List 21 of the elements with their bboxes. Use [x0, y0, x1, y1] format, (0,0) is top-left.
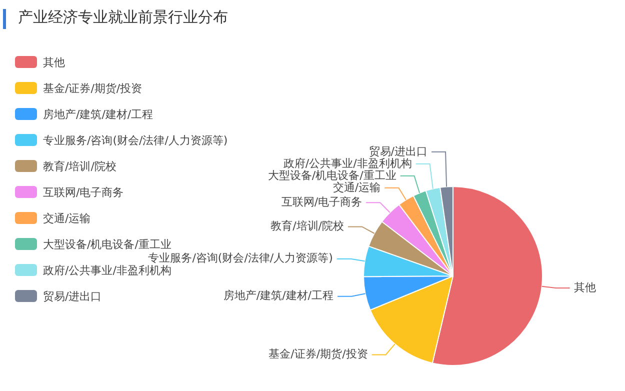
legend-label: 交通/运输: [43, 210, 91, 226]
legend-label: 基金/证券/期货/投资: [43, 80, 142, 96]
legend-label: 政府/公共事业/非盈利机构: [43, 263, 172, 278]
slice-label: 基金/证券/期货/投资: [268, 348, 368, 361]
legend-label: 大型设备/机电设备/重工业: [43, 236, 172, 252]
chart-title: 产业经济专业就业前景行业分布: [18, 8, 228, 27]
slice-label: 专业服务/咨询(财会/法律/人力资源等): [148, 252, 333, 265]
slice-label: 房地产/建筑/建材/工程: [223, 289, 334, 302]
slice-label: 交通/运输: [332, 180, 381, 194]
slice-label: 其他: [574, 280, 596, 294]
slice-label: 政府/公共事业/非盈利机构: [283, 156, 412, 170]
slice-label: 大型设备/机电设备/重工业: [268, 168, 396, 182]
legend-label: 贸易/进出口: [43, 288, 102, 304]
legend-label: 房地产/建筑/建材/工程: [43, 106, 154, 122]
slice-label: 互联网/电子商务: [281, 195, 362, 208]
legend-label: 教育/培训/院校: [43, 158, 116, 174]
slice-label: 教育/培训/院校: [270, 220, 344, 233]
legend-label: 其他: [43, 54, 65, 70]
slice-label: 贸易/进出口: [368, 144, 428, 158]
legend-label: 互联网/电子商务: [43, 184, 124, 200]
legend-label: 专业服务/咨询(财会/法律/人力资源等): [43, 132, 228, 148]
